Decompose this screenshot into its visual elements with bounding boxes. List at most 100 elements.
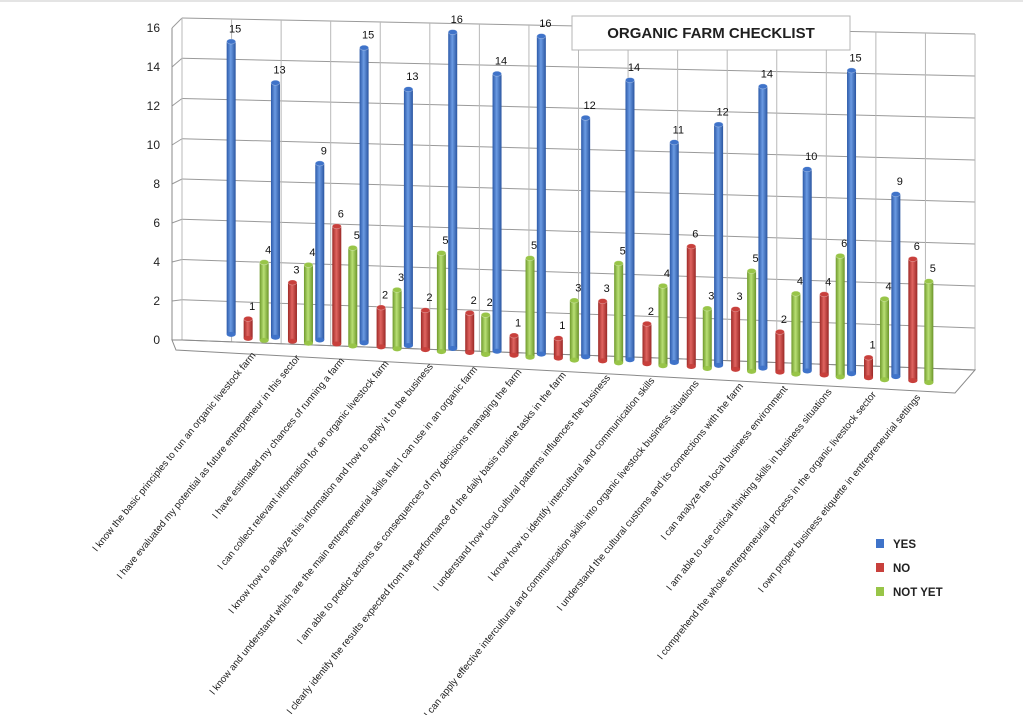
y-axis-ticks: 0 2 4 6 8 10 12 14 16	[147, 21, 161, 347]
legend: YES NO NOT YET	[876, 539, 943, 599]
category-label: I can collect relevant information for a…	[216, 359, 392, 572]
data-label: 2	[487, 297, 493, 309]
bar-no	[331, 223, 342, 347]
data-label: 14	[761, 68, 773, 80]
data-label: 5	[531, 240, 537, 252]
data-label: 2	[781, 314, 787, 326]
bar-not-yet	[746, 268, 757, 374]
bar-no	[243, 316, 253, 341]
data-label: 14	[495, 56, 507, 68]
bar-yes	[226, 38, 236, 337]
y-tick-label: 16	[147, 21, 161, 35]
bar-yes	[580, 115, 591, 360]
y-tick-label: 2	[153, 294, 160, 308]
bar-no	[686, 243, 697, 370]
bar-not-yet	[613, 260, 624, 366]
bar-yes	[536, 33, 547, 357]
bar-yes	[359, 44, 369, 346]
y-tick-label: 12	[147, 99, 161, 113]
y-tick-label: 14	[147, 60, 161, 74]
data-label: 9	[321, 145, 327, 157]
category-label: I understand how local cultural patterns…	[431, 373, 613, 594]
side-gridline	[171, 299, 183, 302]
data-label: 3	[737, 291, 743, 303]
data-label: 3	[293, 264, 299, 276]
bar-not-yet	[835, 253, 846, 380]
category-label: I know how to identify intercultural and…	[486, 376, 657, 584]
data-label: 4	[825, 276, 831, 288]
data-label: 5	[930, 263, 936, 275]
data-label: 2	[382, 289, 388, 301]
data-label: 11	[673, 124, 684, 136]
bar-yes	[314, 160, 325, 343]
bar-yes	[625, 77, 635, 363]
data-label: 15	[229, 24, 241, 36]
chart-title: ORGANIC FARM CHECKLIST	[607, 25, 815, 42]
y-tick-label: 4	[153, 255, 160, 269]
side-gridline	[171, 259, 183, 263]
bar-no	[376, 304, 386, 350]
bar-no	[464, 310, 475, 355]
side-gridline	[171, 218, 183, 224]
data-label: 1	[515, 317, 521, 329]
data-label: 6	[338, 208, 344, 220]
data-label: 6	[841, 238, 847, 250]
data-label: 12	[584, 100, 596, 112]
data-label: 13	[406, 71, 418, 83]
data-label: 1	[869, 340, 875, 352]
bar-no	[775, 329, 785, 375]
bar-yes	[802, 166, 813, 374]
bar-not-yet	[303, 262, 314, 346]
data-label: 16	[539, 18, 551, 30]
side-gridline	[171, 138, 183, 146]
data-label: 3	[604, 283, 610, 295]
data-label: 6	[692, 228, 698, 240]
bar-no	[642, 320, 652, 367]
legend-item: YES	[876, 539, 916, 551]
legend-item: NO	[876, 563, 910, 575]
data-label: 12	[716, 106, 728, 118]
bar-yes	[846, 67, 857, 377]
bar-yes	[270, 79, 281, 340]
y-tick-label: 8	[153, 177, 160, 191]
bar-not-yet	[658, 283, 668, 369]
bar-not-yet	[879, 296, 890, 383]
bar-no	[509, 332, 519, 358]
legend-label: YES	[893, 539, 916, 551]
category-label: I comprehend the whole entrepreneurial p…	[655, 389, 879, 662]
bar-yes	[447, 29, 458, 351]
data-label: 3	[708, 290, 714, 302]
bar-yes	[713, 121, 724, 368]
data-label: 4	[664, 268, 670, 280]
bars	[226, 29, 934, 386]
data-label: 13	[273, 65, 285, 77]
bar-not-yet	[347, 245, 358, 349]
bar-not-yet	[436, 250, 447, 355]
data-label: 4	[885, 281, 891, 293]
data-label: 2	[471, 295, 477, 307]
bar-no	[863, 354, 874, 381]
data-label: 5	[442, 235, 448, 247]
data-label: 9	[897, 176, 903, 188]
data-label: 3	[398, 272, 404, 284]
bar-no	[420, 307, 431, 353]
side-gridline	[171, 57, 183, 68]
bar-yes	[891, 191, 901, 380]
side-gridline	[171, 178, 183, 185]
data-label: 16	[451, 14, 463, 26]
side-gridline	[171, 17, 183, 29]
bar-yes	[669, 139, 680, 366]
data-label: 4	[265, 244, 271, 256]
category-label: I am able to use critical thinking skill…	[665, 387, 835, 593]
category-label: I know the basic principles to run an or…	[91, 350, 259, 554]
data-label: 6	[914, 241, 920, 253]
bar-not-yet	[791, 290, 801, 377]
bar-no	[287, 279, 298, 344]
y-tick-label: 6	[153, 216, 160, 230]
legend-swatch	[876, 587, 884, 596]
bar-not-yet	[392, 287, 402, 352]
data-label: 15	[849, 52, 861, 64]
bar-yes	[403, 86, 414, 349]
